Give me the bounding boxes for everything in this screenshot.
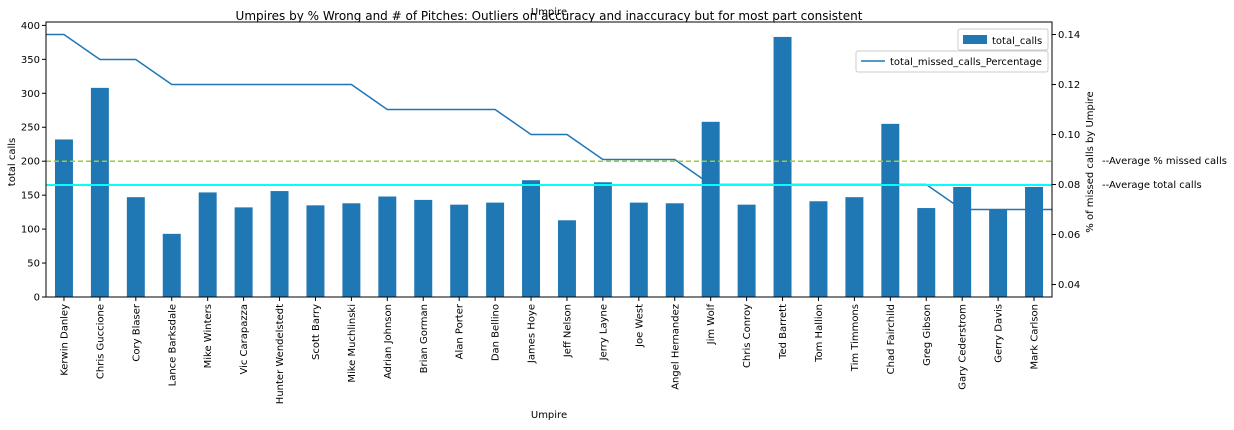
bar-6: [234, 207, 253, 297]
y2-tick-label-2: 0.06: [1058, 230, 1080, 241]
bar-22: [809, 201, 828, 297]
reference-label-1: --Average % missed calls: [1102, 156, 1227, 167]
bar-20: [737, 204, 756, 297]
x-tick-label-19: Jim Wolf: [706, 304, 717, 346]
x-tick-label-3: Cory Blaser: [131, 303, 142, 361]
bar-1: [54, 139, 73, 297]
x-tick-label-26: Gary Cederstrom: [958, 304, 969, 390]
bar-17: [629, 202, 648, 297]
legend-bar-swatch: [963, 35, 987, 44]
x-tick-label-14: James Hoye: [527, 304, 538, 364]
x-tick-label-5: Mike Winters: [203, 304, 214, 368]
bar-7: [270, 191, 289, 297]
x-tick-label-28: Mark Carlson: [1030, 304, 1041, 370]
y-tick-label-1: 0: [34, 293, 40, 304]
x-tick-label-7: Hunter Wendelstedt: [275, 304, 286, 404]
bar-25: [917, 208, 936, 297]
y-tick-label-8: 350: [21, 55, 40, 66]
bar-18: [665, 203, 684, 297]
y-axis-label: total calls: [7, 138, 18, 186]
y2-tick-label-3: 0.08: [1058, 180, 1080, 191]
x-tick-label-24: Chad Fairchild: [886, 304, 897, 374]
x-tick-label-12: Alan Porter: [455, 303, 466, 359]
y2-tick-label-4: 0.10: [1058, 130, 1080, 141]
bar-21: [773, 36, 792, 298]
y-tick-label-6: 250: [21, 123, 40, 134]
y-tick-label-5: 200: [21, 157, 40, 168]
x-tick-label-1: Kerwin Danley: [59, 304, 70, 376]
x-tick-label-8: Scott Barry: [311, 304, 322, 360]
bar-10: [378, 196, 397, 297]
axes: 0 50 100 150 200 250 300 350 400 0.04 0.06 0.08 0.10…: [21, 21, 1080, 404]
x-tick-label-17: Joe West: [634, 304, 645, 348]
x-tick-label-20: Chris Conroy: [742, 304, 753, 368]
bar-9: [342, 203, 361, 297]
chart-title: Umpires by % Wrong and # of Pitches: Out…: [236, 9, 863, 23]
x-tick-label-16: Jerry Layne: [598, 304, 609, 361]
bar-5: [198, 192, 217, 297]
bar-19: [701, 121, 720, 297]
x-tick-label-27: Gerry Davis: [994, 304, 1005, 363]
reference-lines: --Average % missed calls --Average total …: [46, 156, 1227, 191]
bar-14: [522, 180, 541, 297]
bar-3: [126, 197, 145, 297]
x-tick-label-10: Adrian Johnson: [383, 304, 394, 379]
x-tick-label-21: Ted Barrett: [778, 304, 789, 360]
bar-8: [306, 205, 325, 297]
legend-total-calls: total_calls: [957, 28, 1049, 51]
y-tick-label-9: 400: [21, 21, 40, 32]
x-tick-label-25: Greg Gibson: [922, 304, 933, 366]
bar-11: [414, 199, 433, 297]
y-tick-label-3: 100: [21, 225, 40, 236]
y2-tick-label-1: 0.04: [1058, 280, 1080, 291]
x-tick-label-13: Dan Bellino: [491, 304, 502, 361]
x-tick-label-23: Tim Timmons: [850, 304, 861, 372]
legend-line-label: total_missed_calls_Percentage: [890, 57, 1042, 68]
bar-2: [90, 87, 109, 297]
x-axis-label: Umpire: [531, 410, 567, 421]
bar-23: [845, 197, 864, 297]
plot-area: [46, 33, 1052, 298]
x-tick-label-4: Lance Barksdale: [167, 304, 178, 386]
bar-28: [1025, 187, 1044, 297]
reference-label-2: --Average total calls: [1102, 180, 1202, 191]
y-tick-label-4: 150: [21, 191, 40, 202]
plot-frame: [45, 21, 1053, 298]
bar-16: [593, 182, 612, 297]
x-tick-label-15: Jeff Nelson: [562, 304, 573, 358]
x-tick-label-11: Brian Gorman: [419, 304, 430, 373]
x-tick-label-9: Mike Muchlinski: [347, 304, 358, 383]
legend-missed-percentage: total_missed_calls_Percentage: [855, 50, 1049, 73]
y2-tick-label-6: 0.14: [1058, 30, 1080, 41]
legend-bar-label: total_calls: [992, 36, 1042, 47]
x-tick-label-22: Tom Hallion: [814, 304, 825, 363]
y2-axis-label: % of missed calls by Umpire: [1085, 91, 1096, 232]
bar-27: [989, 209, 1008, 297]
y-tick-label-7: 300: [21, 89, 40, 100]
bar-15: [557, 220, 576, 297]
bar-24: [881, 123, 900, 297]
y2-tick-label-5: 0.12: [1058, 80, 1080, 91]
x-tick-label-2: Chris Guccione: [95, 304, 106, 379]
x-tick-label-18: Angel Hernandez: [670, 304, 681, 390]
top-axis-label: Umpire: [531, 7, 567, 18]
bar-26: [953, 187, 972, 297]
bar-4: [162, 233, 181, 297]
bar-13: [486, 202, 505, 297]
bar-12: [450, 204, 469, 297]
y-tick-label-2: 50: [27, 259, 40, 270]
x-tick-label-6: Vic Carapazza: [239, 304, 250, 375]
